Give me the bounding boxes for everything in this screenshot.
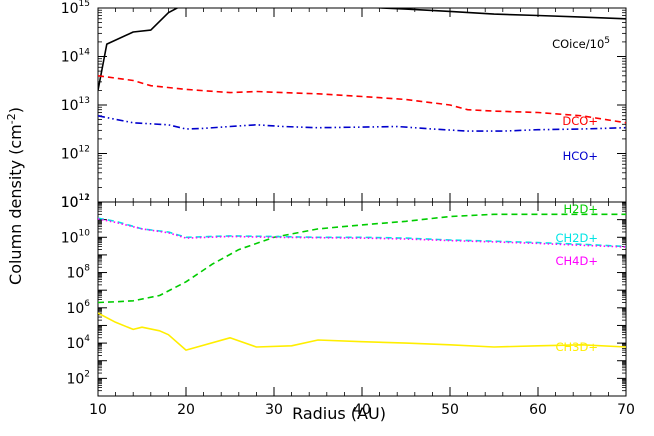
series-line-dco- [98, 75, 626, 124]
series-label: CH3D+ [556, 340, 599, 354]
series-line-ch2d- [98, 217, 626, 248]
x-tick-label: 10 [89, 402, 107, 418]
y-tick-label: 1014 [61, 48, 91, 66]
y-tick-label: 102 [66, 369, 90, 387]
series-label: HCO+ [563, 149, 598, 163]
x-axis-title: Radius (AU) [292, 404, 386, 423]
y-tick-label: 1013 [61, 96, 90, 114]
y-tick-label: 104 [66, 334, 90, 352]
series-line-hco- [98, 115, 626, 132]
y-tick-label: 106 [66, 299, 90, 317]
series-label: H2D+ [564, 202, 598, 216]
x-tick-label: 40 [353, 402, 371, 418]
y-tick-label: 1011 [61, 193, 90, 211]
y-tick-label: 1010 [61, 228, 91, 246]
x-tick-label: 70 [617, 402, 635, 418]
plot-frame [97, 201, 627, 397]
series-line-coice-10 [98, 8, 626, 91]
x-tick-label: 30 [265, 402, 283, 418]
y-tick-label: 1012 [61, 193, 90, 211]
series-label: CH2D+ [556, 231, 599, 245]
series-label: CH4D+ [556, 254, 599, 268]
x-tick-label: 60 [529, 402, 547, 418]
bottom-panel: 102 104 106 108 1010 1012 10 20 30 40 50 60 70 H2D+ CH… [61, 193, 635, 418]
series-line-ch3d- [98, 312, 626, 351]
y-tick-label: 108 [66, 264, 90, 282]
plot-frame [97, 7, 627, 203]
x-tick-label: 50 [441, 402, 459, 418]
y-tick-label: 1012 [61, 145, 90, 163]
y-tick-label: 1015 [61, 0, 90, 17]
series-label: COice/105 [552, 36, 610, 51]
series-label: DCO+ [562, 114, 598, 128]
y-axis-title: Column density (cm-2) [5, 107, 25, 285]
x-tick-label: 20 [177, 402, 195, 418]
series-line-h2d- [98, 213, 626, 304]
